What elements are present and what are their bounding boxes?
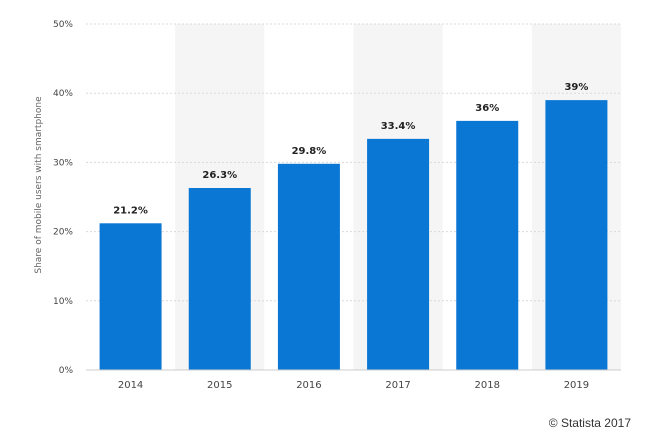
y-tick-label: 50% — [53, 20, 73, 30]
y-tick-label: 10% — [53, 297, 73, 307]
y-tick-label: 40% — [53, 89, 73, 99]
bar[interactable] — [367, 138, 430, 370]
bar[interactable] — [277, 163, 340, 370]
x-tick-label: 2014 — [118, 380, 143, 391]
bar[interactable] — [99, 223, 162, 370]
x-tick-label: 2019 — [564, 380, 589, 391]
data-label: 29.8% — [292, 146, 327, 157]
bar[interactable] — [188, 188, 251, 370]
data-label: 39% — [564, 82, 588, 93]
y-tick-label: 0% — [59, 366, 74, 376]
x-axis-ticks: 2014 2015 2016 2017 2018 2019 — [118, 380, 589, 391]
y-axis-label: Share of mobile users with smartphone — [34, 96, 44, 274]
data-label: 36% — [475, 103, 499, 114]
data-labels: 21.2% 26.3% 29.8% 33.4% 36% 39% — [113, 82, 588, 216]
data-label: 33.4% — [381, 121, 416, 132]
y-tick-label: 30% — [53, 158, 73, 168]
data-label: 21.2% — [113, 205, 148, 216]
x-tick-label: 2015 — [207, 380, 232, 391]
bar[interactable] — [545, 100, 608, 371]
y-axis-ticks: 0% 10% 20% 30% 40% 50% — [53, 20, 73, 376]
gridlines — [86, 23, 621, 302]
bars — [99, 100, 608, 371]
x-tick-label: 2017 — [385, 380, 410, 391]
x-tick-label: 2016 — [296, 380, 321, 391]
bar[interactable] — [456, 120, 519, 370]
y-tick-label: 20% — [53, 228, 73, 238]
x-tick-label: 2018 — [475, 380, 500, 391]
data-label: 26.3% — [202, 170, 237, 181]
source-credit[interactable]: © Statista 2017 — [548, 416, 631, 430]
